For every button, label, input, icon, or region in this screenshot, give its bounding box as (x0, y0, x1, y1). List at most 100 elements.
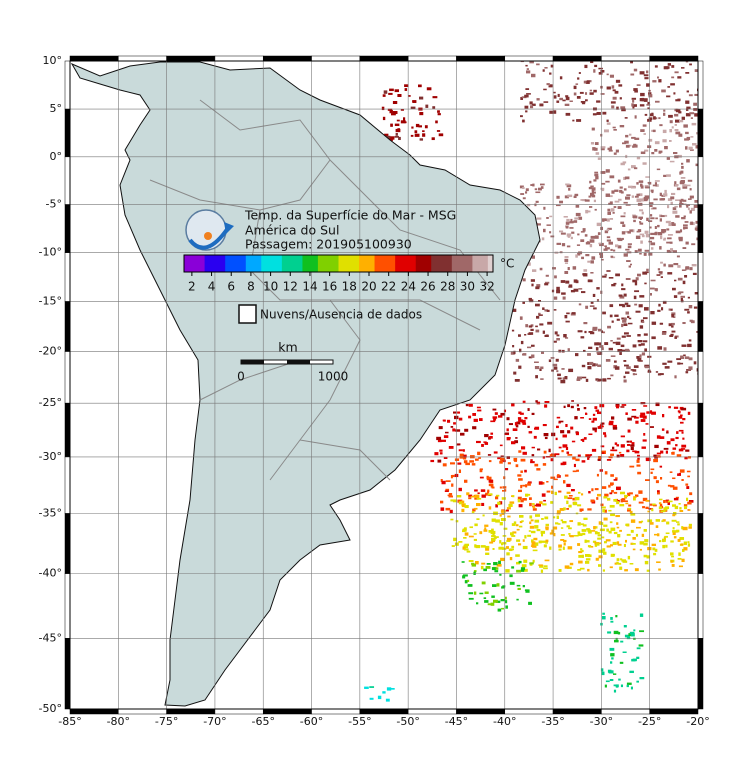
sst-pixel (689, 492, 693, 496)
sst-pixel (385, 698, 390, 702)
sst-pixel (549, 532, 555, 535)
sst-pixel (596, 497, 599, 500)
sst-pixel (577, 531, 581, 535)
sst-pixel (659, 503, 663, 507)
frame (64, 55, 704, 715)
sst-pixel (646, 411, 651, 414)
sst-pixel (678, 415, 683, 419)
sst-pixel (572, 497, 577, 501)
sst-pixel (525, 88, 530, 90)
sst-pixel (577, 233, 580, 236)
sst-pixel (468, 560, 474, 563)
sst-pixel (679, 537, 685, 540)
sst-pixel (657, 490, 660, 494)
sst-pixel (535, 400, 538, 403)
sst-pixel (609, 201, 613, 205)
sst-pixel (567, 546, 573, 550)
sst-pixel (612, 341, 616, 344)
sst-pixel (688, 357, 693, 361)
frame-segment (697, 204, 704, 253)
sst-pixel (562, 99, 566, 102)
sst-pixel (533, 435, 537, 439)
sst-pixel (667, 360, 673, 363)
sst-pixel (565, 424, 568, 428)
sst-pixel (541, 533, 544, 537)
sst-pixel (687, 343, 692, 348)
sst-pixel (577, 376, 582, 380)
sst-pixel (623, 188, 627, 191)
sst-pixel (507, 515, 511, 518)
sst-pixel (520, 569, 525, 572)
axis-labels: -85° -80° -75° -70° -65° -60° -55° -50° -45° -40°… (39, 54, 710, 728)
sst-pixel (687, 475, 690, 478)
sst-pixel (601, 506, 606, 509)
sst-pixel (694, 227, 700, 231)
sst-pixel (431, 137, 435, 141)
frame-segment (601, 55, 650, 62)
sst-pixel (641, 446, 646, 449)
sst-pixel (502, 547, 507, 550)
sst-pixel (681, 344, 687, 347)
sst-pixel (518, 450, 522, 453)
sst-pixel (616, 405, 620, 409)
sst-pixel (572, 470, 577, 473)
sst-pixel (476, 498, 482, 500)
sst-pixel (653, 476, 657, 480)
sst-pixel (484, 524, 489, 527)
sst-pixel (495, 567, 499, 570)
sst-pixel (529, 525, 535, 529)
sst-pixel (686, 486, 690, 489)
lon-label: -35° (541, 715, 564, 728)
sst-pixel (528, 297, 532, 301)
colorbar-cell (312, 255, 319, 272)
sst-pixel (630, 529, 634, 533)
sst-pixel (613, 684, 617, 687)
sst-pixel (612, 449, 618, 452)
sst-pixel (639, 222, 644, 225)
sst-pixel (458, 417, 463, 421)
sst-pixel (678, 236, 683, 240)
sst-pixel (539, 103, 544, 107)
sst-pixel (369, 697, 374, 700)
sst-pixel (587, 353, 591, 356)
sst-pixel (556, 289, 561, 294)
frame-segment (64, 573, 71, 639)
sst-pixel (679, 469, 685, 473)
sst-pixel (600, 522, 604, 526)
sst-pixel (518, 334, 521, 337)
colorbar-cell (261, 255, 267, 272)
sst-pixel (453, 537, 457, 542)
sst-pixel (577, 454, 581, 457)
sst-pixel (637, 457, 640, 460)
sst-pixel (645, 506, 649, 509)
sst-pixel (643, 317, 648, 320)
sst-pixel (465, 404, 469, 407)
sst-pixel (495, 504, 498, 508)
sst-pixel (454, 458, 460, 461)
sst-pixel (582, 438, 585, 443)
sst-pixel (637, 340, 643, 343)
sst-pixel (682, 280, 686, 285)
sst-pixel (597, 378, 603, 382)
sst-pixel (662, 519, 666, 522)
sst-pixel (628, 633, 633, 636)
sst-pixel (598, 67, 603, 70)
sst-pixel (632, 450, 637, 453)
sst-pixel (609, 420, 614, 423)
sst-pixel (686, 108, 689, 111)
sst-pixel (633, 143, 637, 146)
sst-pixel (607, 631, 612, 634)
sst-pixel (625, 371, 630, 374)
sst-pixel (543, 565, 548, 567)
sst-pixel (414, 130, 418, 134)
sst-pixel (443, 457, 448, 460)
colorbar-cell (189, 255, 195, 272)
sst-pixel (649, 236, 655, 240)
sst-pixel (479, 418, 483, 422)
sst-pixel (675, 215, 680, 218)
frame-segment (64, 402, 71, 458)
sst-pixel (561, 450, 564, 453)
sst-pixel (674, 71, 679, 74)
sst-pixel (645, 479, 650, 482)
sst-pixel (564, 271, 569, 274)
